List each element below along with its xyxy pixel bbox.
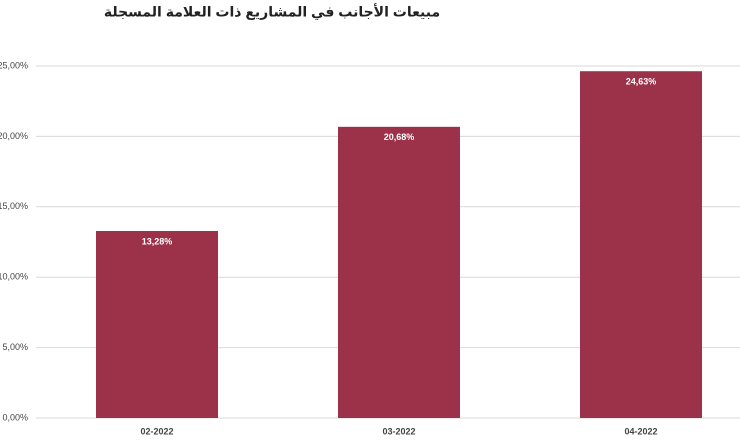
y-tick-label: 10,00% [0, 272, 28, 282]
bar [338, 126, 460, 419]
x-tick-label: 04-2022 [624, 426, 657, 436]
value-label: 13,28% [142, 236, 173, 246]
x-tick-label: 02-2022 [140, 426, 173, 436]
y-tick-label: 15,00% [0, 201, 28, 211]
y-tick-label: 20,00% [0, 131, 28, 141]
bar [580, 71, 702, 419]
value-label: 24,63% [626, 77, 657, 87]
y-tick-label: 25,00% [0, 60, 28, 70]
x-tick-label: 03-2022 [382, 426, 415, 436]
y-tick-label: 0,00% [2, 412, 28, 422]
bar [96, 231, 218, 418]
value-label: 20,68% [384, 132, 415, 142]
y-tick-label: 5,00% [2, 342, 28, 352]
chart-title: مبيعات الأجانب في المشاريع ذات العلامة ا… [104, 4, 440, 21]
